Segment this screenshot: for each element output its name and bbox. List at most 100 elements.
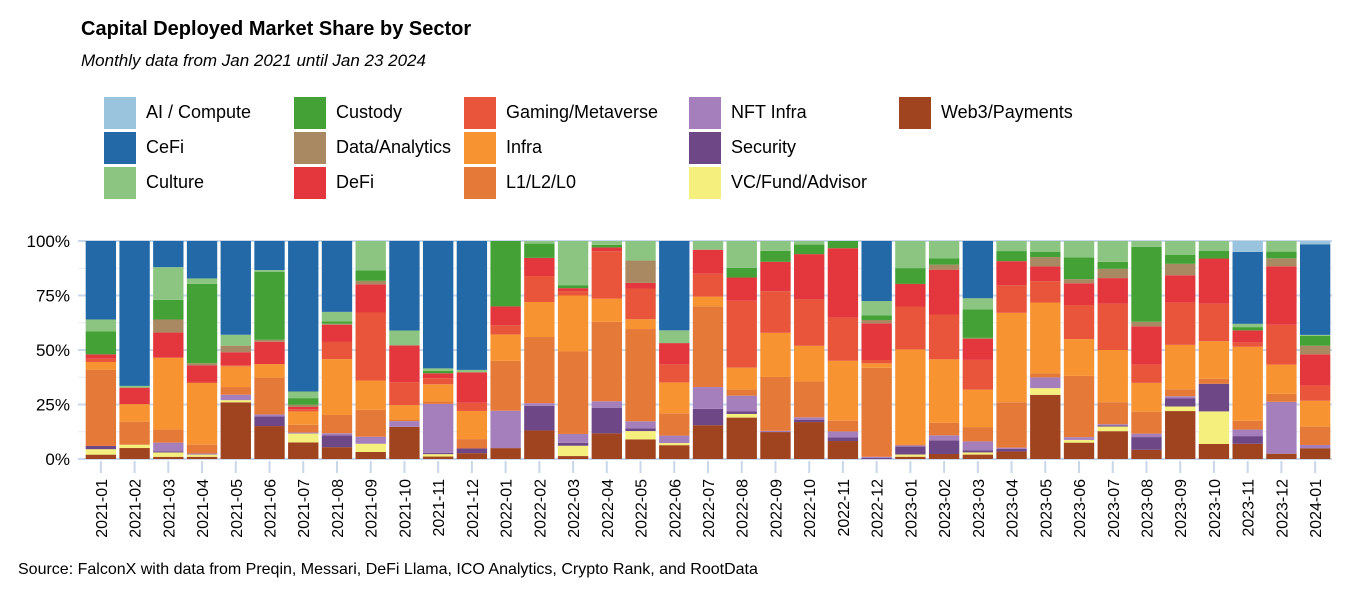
bar-segment-web3-payments [119, 448, 150, 459]
bar-segment-gaming-metaverse [355, 312, 386, 381]
bar-segment-gaming-metaverse [456, 402, 488, 411]
bar-segment-infra [1198, 341, 1230, 379]
bar-segment-infra [659, 382, 690, 414]
bar-segment-ai-compute [1232, 241, 1263, 252]
bar-segment-vc-fund-advisor [1097, 426, 1128, 432]
bar-segment-infra [119, 404, 150, 422]
bar-segment-security [422, 452, 454, 455]
bar-segment-security [996, 448, 1027, 452]
bar-segment-web3-payments [490, 448, 521, 459]
bar-segment-vc-fund-advisor [557, 445, 589, 457]
bar-segment-culture [962, 298, 994, 310]
y-tick-label: 75% [36, 287, 70, 306]
bar-segment-gaming-metaverse [996, 285, 1027, 313]
bar-segment-nft-infra [1165, 396, 1196, 399]
bar-segment-cefi [288, 241, 319, 392]
bar-segment-defi [692, 249, 724, 274]
source-note: Source: FalconX with data from Preqin, M… [18, 561, 758, 578]
bar-segment-infra [1063, 339, 1095, 376]
bar-segment-defi [85, 354, 117, 359]
bar-segment-web3-payments [153, 456, 184, 459]
bar-segment-nft-infra [288, 432, 319, 434]
legend-item-ai-compute: AI / Compute [104, 95, 251, 130]
bar-segment-nft-infra [389, 421, 420, 427]
bar-segment-security [692, 408, 724, 426]
bar-segment-web3-payments [1131, 449, 1162, 459]
legend-item-web3-payments: Web3/Payments [899, 95, 1073, 130]
bar-segment-defi [1165, 275, 1196, 303]
bar-segment-security [85, 445, 117, 450]
bar-2022-08 [726, 241, 757, 459]
x-tick-label: 2021-12 [465, 479, 482, 538]
bar-segment-vc-fund-advisor [220, 400, 251, 403]
bar-2023-04 [996, 241, 1027, 459]
bar-segment-infra [1232, 346, 1263, 421]
legend-label: Web3/Payments [941, 102, 1073, 122]
x-tick-label: 2023-05 [1038, 479, 1055, 538]
bar-segment-web3-payments [422, 456, 454, 459]
legend-label: AI / Compute [146, 102, 252, 122]
bar-segment-defi [928, 269, 960, 315]
bar-segment-defi [794, 254, 825, 300]
bar-segment-custody [186, 283, 218, 364]
bar-segment-vc-fund-advisor [1165, 406, 1196, 412]
bar-segment-gaming-metaverse [827, 317, 859, 361]
x-tick-label: 2021-11 [431, 479, 448, 537]
bar-segment-gaming-metaverse [389, 382, 420, 406]
x-tick-label: 2022-01 [499, 479, 516, 538]
bar-segment-culture [254, 270, 285, 273]
chart-subtitle: Monthly data from Jan 2021 until Jan 23 … [81, 51, 426, 70]
bar-2022-03 [557, 241, 589, 459]
bar-segment-security [726, 411, 757, 414]
bar-segment-web3-payments [254, 426, 285, 459]
bar-segment-nft-infra [355, 436, 386, 444]
legend-item-security: Security [689, 130, 796, 165]
bar-segment-nft-infra [557, 433, 589, 443]
bar-2021-07 [288, 241, 319, 459]
bar-segment-culture [85, 319, 117, 332]
bar-2022-11 [827, 241, 859, 459]
bar-segment-culture [524, 241, 555, 244]
bar-segment-nft-infra [827, 431, 859, 438]
bar-segment-security [861, 457, 892, 459]
bar-segment-l1-l2-l0 [726, 389, 757, 396]
bar-segment-web3-payments [1030, 394, 1061, 459]
bar-segment-web3-payments [962, 454, 994, 459]
bar-segment-custody [726, 267, 757, 278]
bar-segment-culture [1198, 241, 1230, 252]
bar-segment-infra [389, 405, 420, 420]
bar-segment-data-analytics [962, 337, 994, 339]
bar-2021-05 [220, 241, 251, 459]
bar-segment-culture [591, 241, 622, 245]
bar-segment-data-analytics [153, 319, 184, 333]
bar-segment-gaming-metaverse [321, 341, 353, 360]
bar-segment-nft-infra [760, 430, 791, 433]
bar-segment-defi [490, 306, 521, 326]
bar-segment-web3-payments [591, 433, 622, 459]
bar-segment-cefi [186, 241, 218, 279]
bar-segment-l1-l2-l0 [591, 321, 622, 402]
legend-label: L1/L2/L0 [506, 172, 577, 192]
bar-2022-12 [861, 241, 892, 459]
bar-2021-09 [355, 241, 386, 459]
bar-segment-gaming-metaverse [220, 365, 251, 367]
x-tick-label: 2023-01 [903, 479, 920, 538]
bar-segment-web3-payments [1063, 442, 1095, 459]
bar-segment-cefi [254, 241, 285, 271]
bar-2024-01 [1299, 241, 1331, 459]
bar-segment-culture [895, 241, 926, 269]
legend-label: Custody [336, 102, 403, 122]
bar-segment-defi [1131, 326, 1162, 365]
legend-swatch [104, 131, 136, 164]
bar-segment-nft-infra [1131, 433, 1162, 438]
bar-segment-gaming-metaverse [962, 359, 994, 390]
bar-segment-web3-payments [186, 456, 218, 459]
bar-segment-gaming-metaverse [794, 299, 825, 346]
y-tick-label: 25% [36, 396, 70, 415]
bar-segment-nft-infra [895, 445, 926, 447]
bar-segment-l1-l2-l0 [321, 414, 353, 434]
bar-segment-defi [119, 387, 150, 405]
bar-segment-web3-payments [1299, 448, 1331, 459]
bar-segment-nft-infra [928, 435, 960, 441]
